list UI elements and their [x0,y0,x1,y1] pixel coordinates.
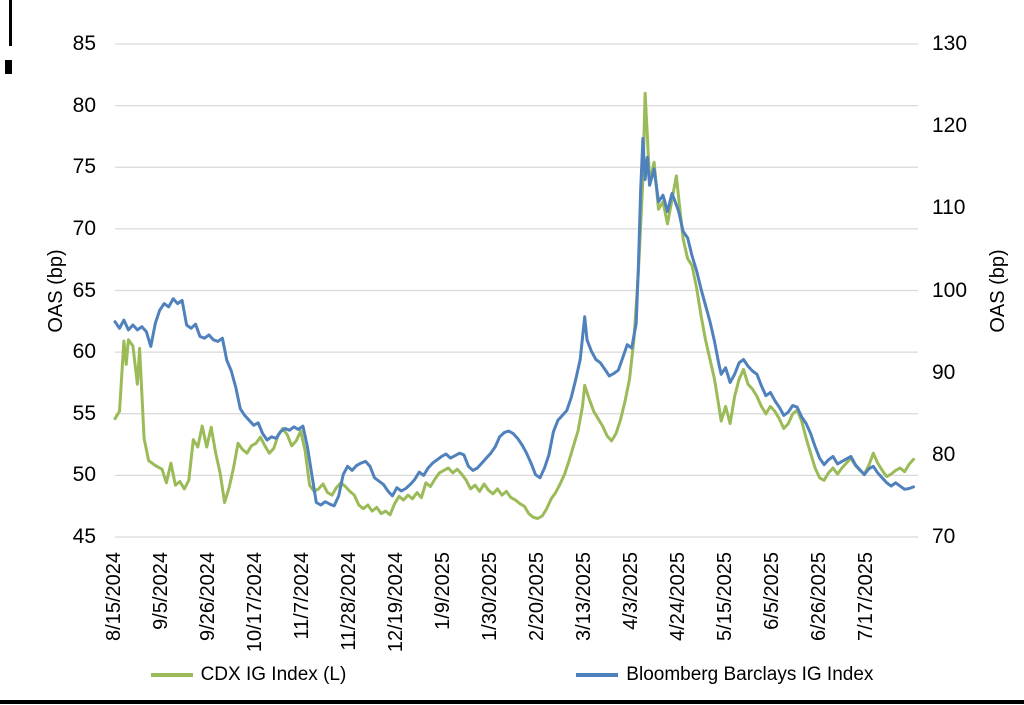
x-axis-tick-label: 9/5/2024 [149,552,172,630]
x-axis-tick-label: 6/5/2025 [760,552,783,630]
page-border-left-mark [5,60,12,74]
x-axis-tick-label: 11/7/2024 [290,552,313,640]
left-axis-tick-label: 70 [72,216,96,240]
x-axis-tick-label: 9/26/2024 [196,552,219,641]
series-line [113,137,915,508]
right-axis-tick-label: 100 [932,278,968,302]
x-axis-tick-label: 5/15/2025 [713,552,736,641]
right-axis-tick-label: 110 [932,196,966,220]
x-axis-tick-label: 2/20/2025 [525,552,548,641]
x-axis-tick-label: 7/17/2025 [854,552,877,641]
x-axis-tick-label: 3/13/2025 [572,552,595,641]
x-axis-tick-label: 11/28/2024 [337,552,360,651]
page-border-left-top-segment [9,0,12,46]
page-border-bottom [0,700,1024,704]
right-axis-tick-label: 130 [932,32,968,55]
legend-label: Bloomberg Barclays IG Index [626,664,874,685]
legend-item: CDX IG Index (L) [150,664,347,686]
right-axis-tick-label: 70 [932,525,956,548]
left-axis-tick-label: 60 [72,340,96,364]
legend: CDX IG Index (L) Bloomberg Barclays IG In… [0,664,1024,686]
left-axis-tick-label: 85 [72,32,96,55]
left-axis-tick-label: 65 [72,278,96,302]
x-axis-tick-label: 6/26/2025 [807,552,830,641]
x-axis-tick-label: 10/17/2024 [243,552,266,653]
x-axis-tick-label: 4/3/2025 [619,552,642,630]
x-axis-tick-label: 1/30/2025 [478,552,501,641]
legend-line-swatch [576,673,619,677]
right-axis-tick-label: 80 [932,442,956,466]
series-line [113,91,915,520]
right-axis-tick-label: 90 [932,360,956,384]
legend-item: Bloomberg Barclays IG Index [576,664,873,686]
x-axis-tick-label: 1/9/2025 [431,552,454,630]
left-axis-tick-label: 55 [72,401,96,425]
x-axis-tick-label: 8/15/2024 [103,552,125,641]
left-axis-tick-label: 45 [72,525,96,548]
legend-label: CDX IG Index (L) [200,664,347,685]
legend-line-swatch [150,673,193,677]
left-axis-tick-label: 80 [72,93,96,117]
left-axis-tick-label: 50 [72,463,96,487]
right-axis-tick-label: 120 [932,114,968,138]
x-axis-tick-label: 4/24/2025 [666,552,689,641]
left-axis-tick-label: 75 [72,155,96,179]
x-axis-tick-label: 12/19/2024 [384,552,407,653]
